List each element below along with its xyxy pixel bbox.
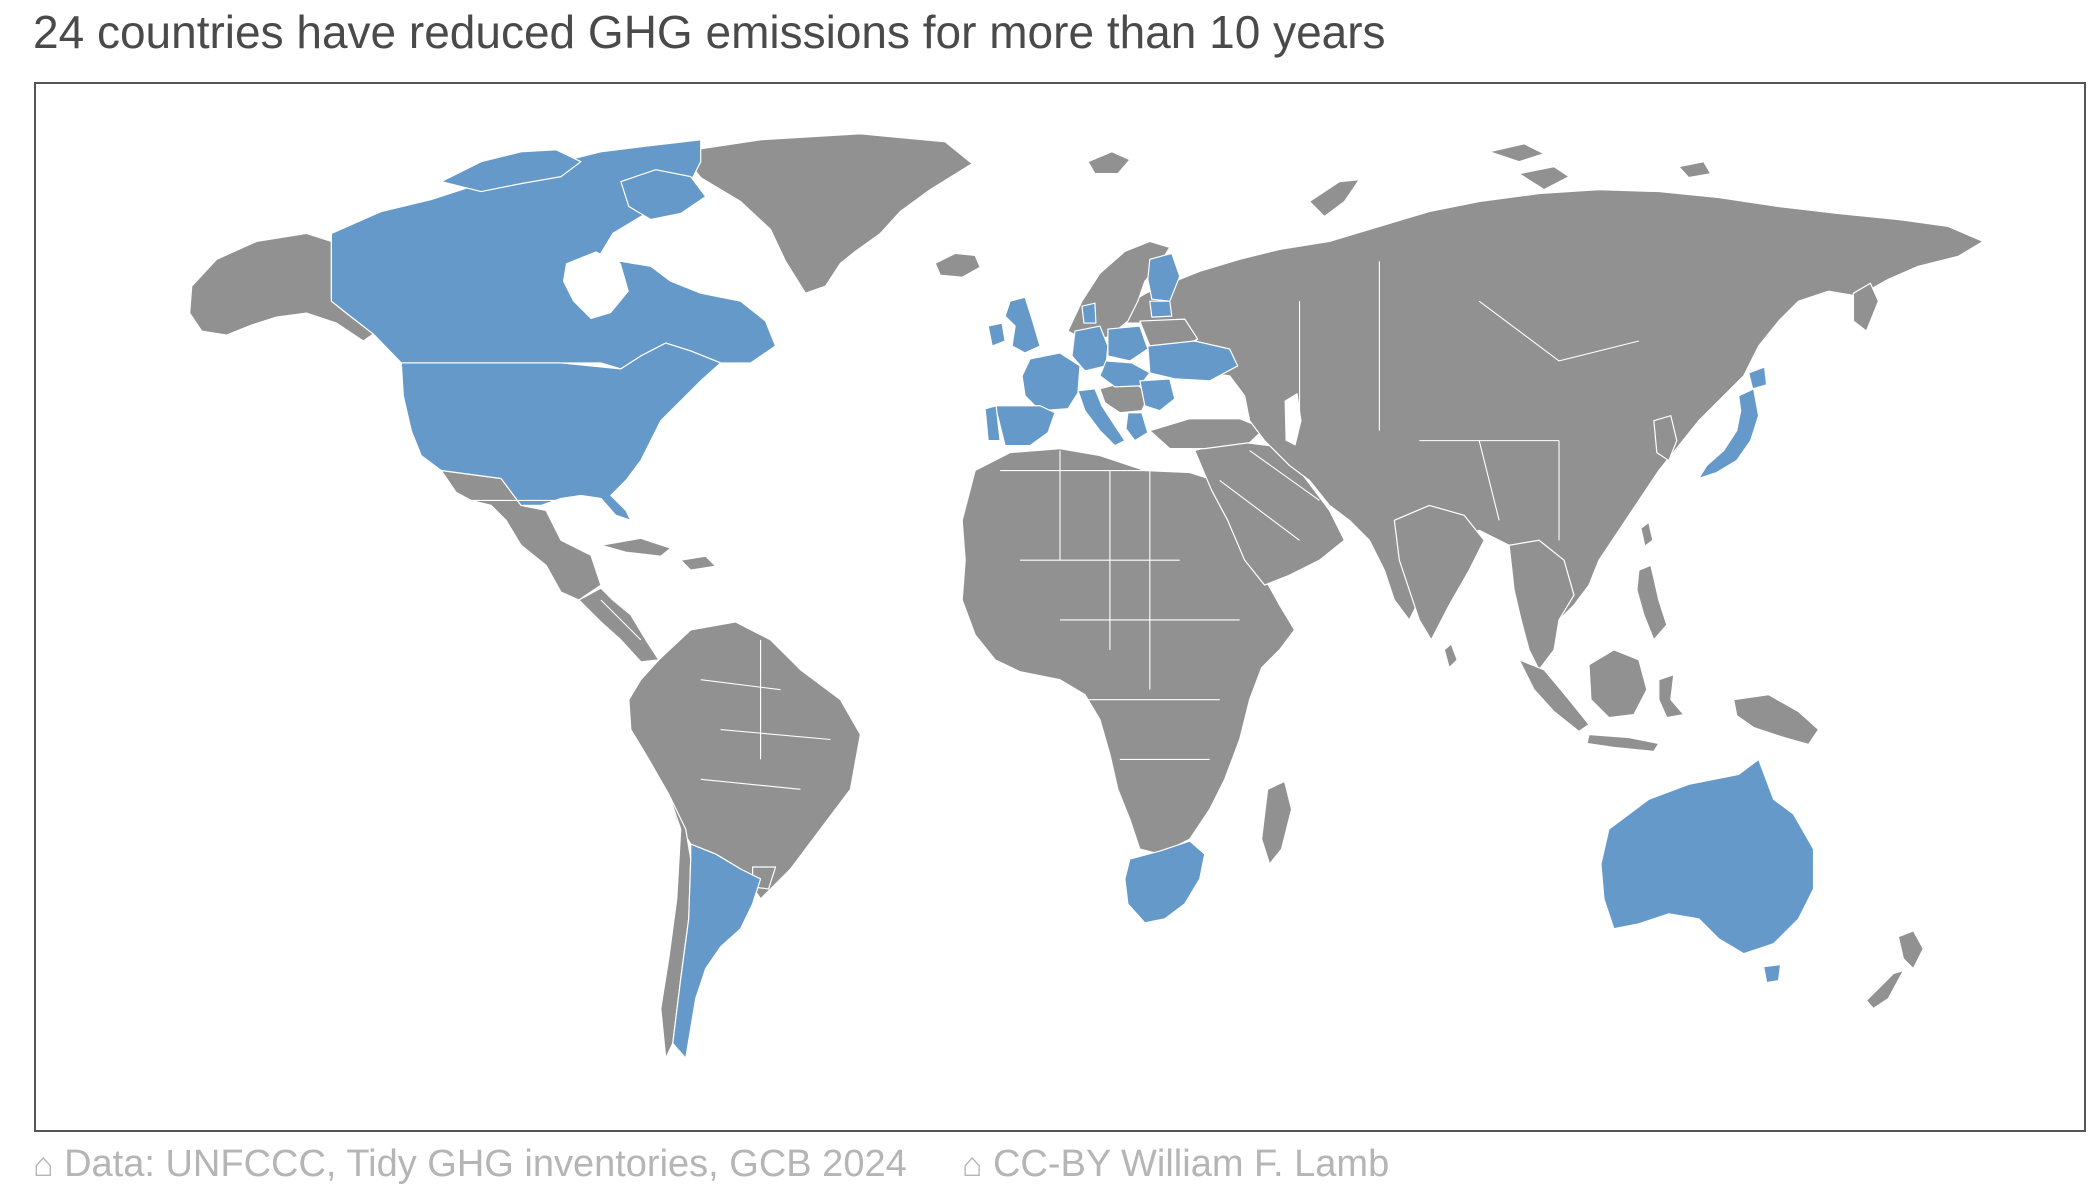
- region-hispaniola: [680, 555, 717, 571]
- region-uk: [1004, 296, 1041, 354]
- region-turkey: [1149, 418, 1266, 450]
- region-java: [1586, 733, 1660, 753]
- region-cuba: [600, 537, 672, 557]
- region-australia: [1600, 758, 1815, 955]
- region-new-zealand-north: [1897, 930, 1924, 970]
- region-central-america: [578, 587, 660, 663]
- region-mexico: [440, 469, 602, 601]
- region-latvia: [1149, 300, 1173, 318]
- hudson-bay: [562, 251, 629, 320]
- region-south-america: [628, 621, 861, 900]
- region-argentina: [672, 843, 762, 1059]
- region-greenland: [680, 133, 973, 294]
- region-svalbard: [1087, 151, 1131, 175]
- region-usa: [400, 342, 722, 521]
- region-sulawesi: [1658, 674, 1685, 719]
- caspian-sea: [1284, 392, 1302, 446]
- region-severnaya-zemlya: [1518, 166, 1570, 191]
- region-madagascar: [1261, 780, 1293, 865]
- chart-title: 24 countries have reduced GHG emissions …: [33, 6, 1386, 58]
- region-tasmania: [1763, 964, 1782, 984]
- region-canada-arctic-islands: [440, 149, 582, 193]
- house-icon: ⌂: [961, 1146, 983, 1184]
- region-africa: [961, 448, 1296, 855]
- region-czech-slovak-hungary: [1099, 360, 1151, 388]
- region-korea: [1653, 415, 1678, 462]
- region-italy: [1077, 388, 1126, 447]
- region-greece: [1125, 412, 1149, 442]
- region-kamchatka: [1852, 282, 1880, 332]
- license-text: CC-BY William F. Lamb: [992, 1143, 1390, 1185]
- region-new-siberian-islands: [1678, 161, 1712, 179]
- region-south-africa: [1124, 840, 1206, 924]
- region-franz-josef: [1488, 143, 1545, 163]
- region-alaska: [189, 232, 374, 342]
- chart-footer: ⌂ Data: UNFCCC, Tidy GHG inventories, GC…: [33, 1143, 1389, 1186]
- region-southeast-asia: [1508, 539, 1575, 671]
- region-novaya-zemlya: [1308, 179, 1361, 218]
- region-new-guinea: [1733, 694, 1820, 746]
- region-ukraine: [1147, 340, 1239, 382]
- region-new-zealand-south: [1865, 970, 1904, 1010]
- region-eurasia: [1109, 188, 1984, 621]
- region-borneo: [1588, 649, 1648, 719]
- region-ireland: [987, 322, 1006, 347]
- world-map: [34, 82, 2086, 1132]
- region-iceland: [934, 252, 981, 278]
- region-spain: [994, 405, 1056, 447]
- black-sea: [1169, 388, 1240, 415]
- region-denmark: [1081, 302, 1097, 324]
- region-romania-bulgaria: [1139, 378, 1176, 412]
- source-text: Data: UNFCCC, Tidy GHG inventories, GCB …: [64, 1143, 907, 1185]
- region-philippines: [1636, 564, 1668, 641]
- region-india: [1393, 504, 1485, 641]
- region-chile: [660, 793, 692, 1059]
- region-sumatra: [1518, 659, 1590, 733]
- house-icon: ⌂: [33, 1146, 54, 1184]
- region-portugal: [984, 405, 1001, 442]
- region-sri-lanka: [1443, 643, 1458, 669]
- region-hokkaido: [1748, 366, 1768, 390]
- region-france: [1021, 352, 1081, 412]
- region-poland: [1107, 325, 1149, 362]
- region-baffin-island: [620, 169, 707, 221]
- region-japan: [1698, 388, 1760, 480]
- country-borders: [330, 233, 1640, 790]
- region-taiwan: [1640, 521, 1654, 547]
